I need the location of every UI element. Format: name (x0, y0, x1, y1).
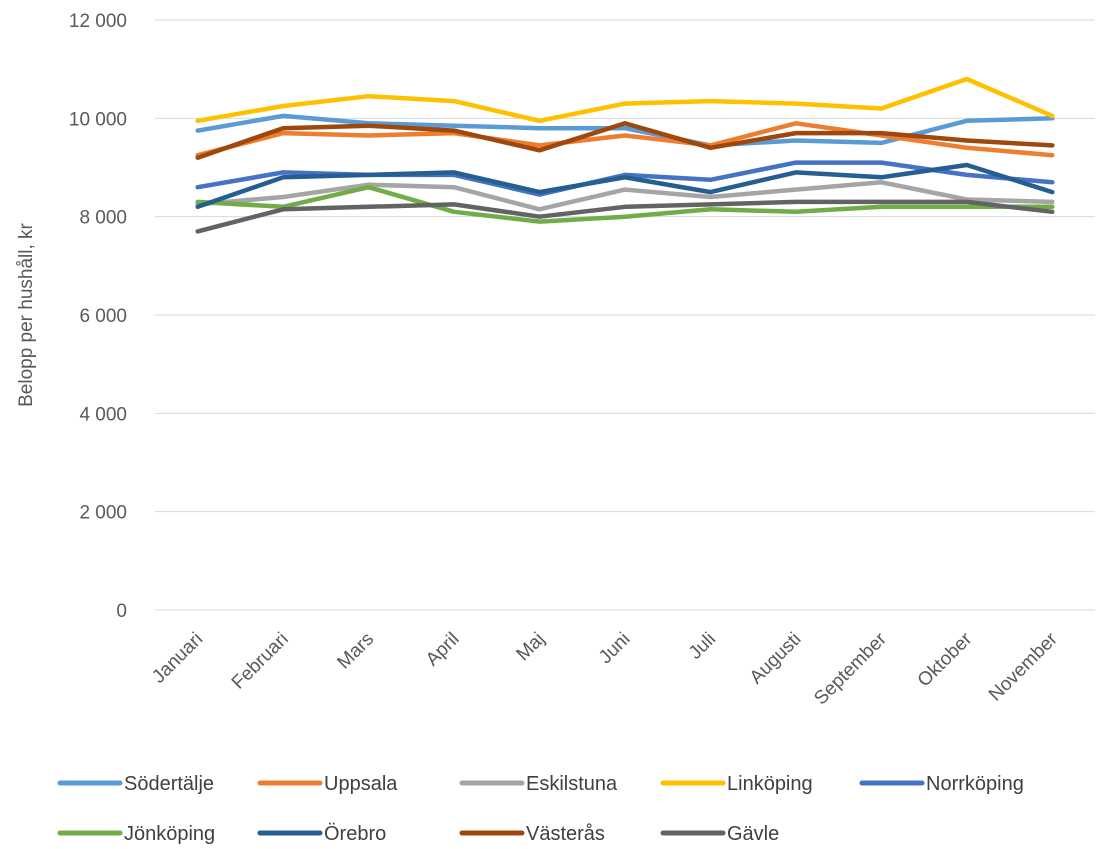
x-tick-label: Oktober (914, 628, 977, 691)
x-tick-label: Februari (228, 629, 293, 694)
x-tick-label: Juli (685, 629, 720, 664)
legend-label: Linköping (727, 773, 813, 795)
y-tick-label: 4 000 (79, 404, 127, 425)
series-line (195, 76, 1055, 124)
legend-label: Eskilstuna (526, 773, 618, 795)
x-tick-label: Januari (148, 629, 207, 688)
legend-label: Norrköping (926, 773, 1024, 795)
legend-label: Örebro (324, 823, 386, 845)
y-tick-label: 2 000 (79, 503, 127, 524)
gridlines (155, 19, 1095, 611)
y-tick-label: 10 000 (69, 109, 127, 130)
y-axis-label: Belopp per hushåll, kr (16, 222, 37, 406)
x-tick-label: April (422, 629, 464, 671)
series-line (195, 184, 1055, 224)
series-line (195, 121, 1055, 158)
series-line (195, 121, 1055, 160)
legend: Södertälje Uppsala Eskilstuna Linköping Norr… (57, 773, 1024, 845)
x-tick-label: Mars (333, 629, 378, 674)
legend-label: Gävle (727, 823, 779, 845)
legend-label: Västerås (526, 823, 605, 845)
series-line (195, 199, 1055, 234)
y-tick-label: 12 000 (69, 11, 127, 32)
x-tick-label: November (985, 628, 1062, 705)
legend-label: Uppsala (324, 773, 398, 795)
series-lines (195, 76, 1055, 234)
y-axis-ticks: 0 2 000 4 000 6 000 8 000 10 000 12 000 (69, 11, 127, 622)
y-tick-label: 0 (116, 601, 127, 622)
y-tick-label: 6 000 (79, 306, 127, 327)
y-tick-label: 8 000 (79, 208, 127, 229)
legend-label: Södertälje (124, 773, 214, 795)
legend-label: Jönköping (124, 823, 215, 845)
x-axis-ticks: Januari Februari Mars April Maj Juni Juli Augus… (148, 628, 1062, 709)
x-tick-label: September (810, 628, 891, 709)
x-tick-label: Juni (595, 629, 634, 668)
x-tick-label: Augusti (746, 629, 806, 689)
series-line (195, 162, 1055, 210)
x-tick-label: Maj (513, 629, 550, 666)
series-line (195, 180, 1055, 212)
